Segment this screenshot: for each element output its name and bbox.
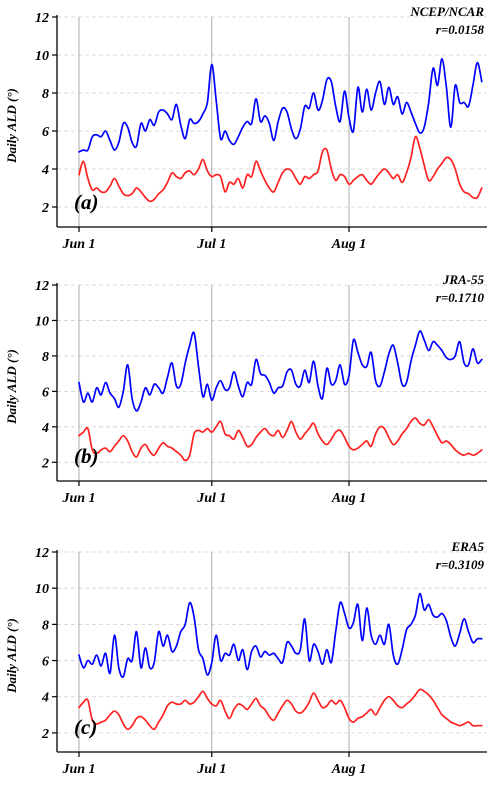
dataset-name: JRA-55 [442, 272, 485, 287]
y-tick-label: 10 [35, 582, 49, 597]
y-tick-label: 12 [35, 546, 49, 561]
series-line [78, 330, 483, 412]
y-tick-label: 2 [41, 456, 49, 471]
panel-label: (a) [74, 190, 99, 214]
series-line [78, 592, 483, 678]
x-tick-label: Jun 1 [61, 237, 95, 252]
panel-label: (b) [74, 444, 99, 468]
y-tick-label: 10 [35, 49, 49, 64]
x-tick-label: Jul 1 [196, 237, 226, 252]
series-line [78, 688, 483, 731]
x-tick-label: Jul 1 [196, 762, 226, 777]
y-tick-label: 6 [42, 385, 49, 400]
dataset-name: ERA5 [450, 539, 484, 554]
y-tick-label: 10 [35, 314, 49, 329]
y-tick-label: 4 [41, 691, 49, 706]
dataset-name: NCEP/NCAR [409, 4, 484, 19]
chart-panel: 2 4 6 8 10 12 Jun 1 Jul 1 Aug 1 Daily ALD (°) (c) E… [4, 539, 487, 777]
y-axis-label: Daily ALD (°) [4, 88, 19, 164]
chart-panel: 2 4 6 8 10 12 Jun 1 Jul 1 Aug 1 Daily ALD (°) (a) N… [4, 4, 487, 252]
x-tick-label: Jun 1 [61, 491, 95, 506]
y-tick-label: 6 [42, 655, 49, 670]
x-tick-label: Aug 1 [331, 237, 367, 252]
y-tick-label: 2 [41, 201, 49, 216]
correlation-label: r=0.3109 [436, 557, 485, 572]
correlation-label: r=0.1710 [436, 290, 485, 305]
series-line [78, 417, 483, 462]
x-tick-label: Aug 1 [331, 762, 367, 777]
y-tick-label: 4 [41, 163, 49, 178]
series-line [78, 135, 483, 203]
y-tick-label: 8 [42, 350, 49, 365]
panel-label: (c) [74, 715, 97, 739]
y-tick-label: 8 [42, 618, 49, 633]
y-tick-label: 4 [41, 421, 49, 436]
y-tick-label: 12 [35, 11, 49, 26]
x-tick-label: Jul 1 [196, 491, 226, 506]
y-tick-label: 8 [42, 87, 49, 102]
x-tick-label: Jun 1 [61, 762, 95, 777]
y-tick-label: 2 [41, 727, 49, 742]
y-tick-label: 6 [42, 125, 49, 140]
y-tick-label: 12 [35, 279, 49, 294]
series-line [78, 57, 483, 153]
y-axis-label: Daily ALD (°) [4, 349, 19, 425]
x-tick-label: Aug 1 [331, 491, 367, 506]
correlation-label: r=0.0158 [436, 22, 485, 37]
chart-panel: 2 4 6 8 10 12 Jun 1 Jul 1 Aug 1 Daily ALD (°) (b) J… [4, 272, 487, 506]
y-axis-label: Daily ALD (°) [4, 618, 19, 694]
